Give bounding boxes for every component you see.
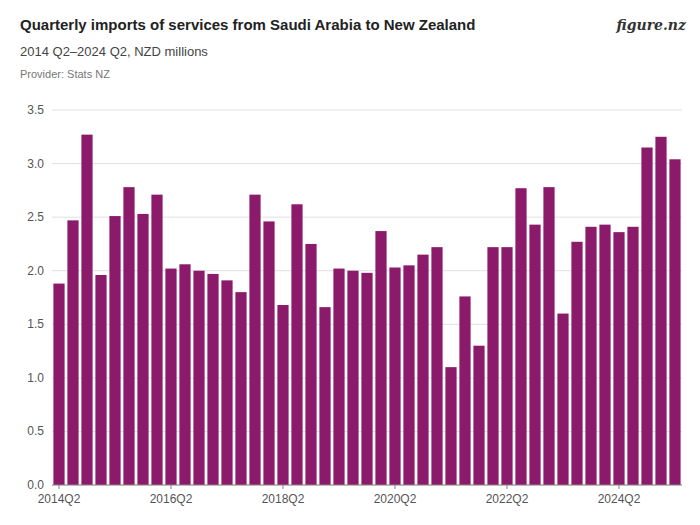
bar — [655, 137, 666, 485]
x-tick-label: 2024Q2 — [598, 492, 641, 506]
x-tick — [507, 485, 508, 489]
bar — [207, 274, 218, 485]
bar — [585, 227, 596, 485]
bar — [473, 346, 484, 485]
x-axis: 2014Q2 2016Q2 2018Q2 2020Q2 2022Q2 2024Q2 — [38, 485, 641, 506]
bar — [109, 216, 120, 485]
bar — [501, 247, 512, 485]
bar — [235, 292, 246, 485]
bar — [165, 269, 176, 485]
x-tick — [171, 485, 172, 489]
provider: Provider: Stats NZ — [20, 68, 110, 80]
x-tick — [283, 485, 284, 489]
y-tick-label: 1.0 — [27, 371, 44, 385]
x-tick — [619, 485, 620, 489]
bar — [151, 195, 162, 485]
bar — [221, 280, 232, 485]
y-tick-label: 0.0 — [27, 478, 44, 492]
bar — [431, 247, 442, 485]
grid-line — [52, 163, 682, 164]
y-tick-label: 3.0 — [27, 157, 44, 171]
bar — [319, 307, 330, 485]
x-tick-label: 2022Q2 — [486, 492, 529, 506]
x-tick-label: 2018Q2 — [262, 492, 305, 506]
bar — [193, 271, 204, 485]
bar — [487, 247, 498, 485]
bar — [529, 225, 540, 485]
bar — [445, 367, 456, 485]
bar — [81, 135, 92, 485]
bar — [613, 232, 624, 485]
bar — [599, 225, 610, 485]
grid-line — [52, 485, 682, 486]
bar — [291, 204, 302, 485]
y-tick-label: 2.5 — [27, 210, 44, 224]
bar — [123, 187, 134, 485]
bar — [627, 227, 638, 485]
x-tick-label: 2016Q2 — [150, 492, 193, 506]
bar — [417, 255, 428, 485]
x-tick — [59, 485, 60, 489]
bar — [249, 195, 260, 485]
x-tick-label: 2014Q2 — [38, 492, 81, 506]
x-axis-line — [52, 485, 682, 486]
bar — [361, 273, 372, 485]
x-tick — [395, 485, 396, 489]
subtitle: 2014 Q2–2024 Q2, NZD millions — [20, 44, 208, 59]
bar — [179, 264, 190, 485]
bar — [459, 296, 470, 485]
bar — [515, 188, 526, 485]
bar — [95, 275, 106, 485]
bar — [263, 221, 274, 485]
bar — [137, 214, 148, 485]
bar — [277, 305, 288, 485]
x-tick-label: 2020Q2 — [374, 492, 417, 506]
y-tick-label: 0.5 — [27, 424, 44, 438]
bar — [543, 187, 554, 485]
bars — [53, 135, 680, 485]
bar — [641, 148, 652, 486]
bar — [571, 242, 582, 485]
bar — [403, 265, 414, 485]
y-axis: 0.0 0.5 1.0 1.5 2.0 2.5 3.0 3.5 — [27, 103, 682, 492]
bar — [347, 271, 358, 485]
bar — [305, 244, 316, 485]
chart: Quarterly imports of services from Saudi… — [0, 0, 700, 525]
grid-line — [52, 110, 682, 111]
title: Quarterly imports of services from Saudi… — [20, 16, 475, 33]
bar — [333, 269, 344, 485]
logo: figure.nz — [616, 17, 687, 33]
y-tick-label: 1.5 — [27, 317, 44, 331]
bar — [557, 314, 568, 485]
y-tick-label: 3.5 — [27, 103, 44, 117]
bar — [669, 159, 680, 485]
y-tick-label: 2.0 — [27, 264, 44, 278]
bar — [53, 284, 64, 485]
bar — [375, 231, 386, 485]
bar — [389, 268, 400, 486]
bar — [67, 220, 78, 485]
